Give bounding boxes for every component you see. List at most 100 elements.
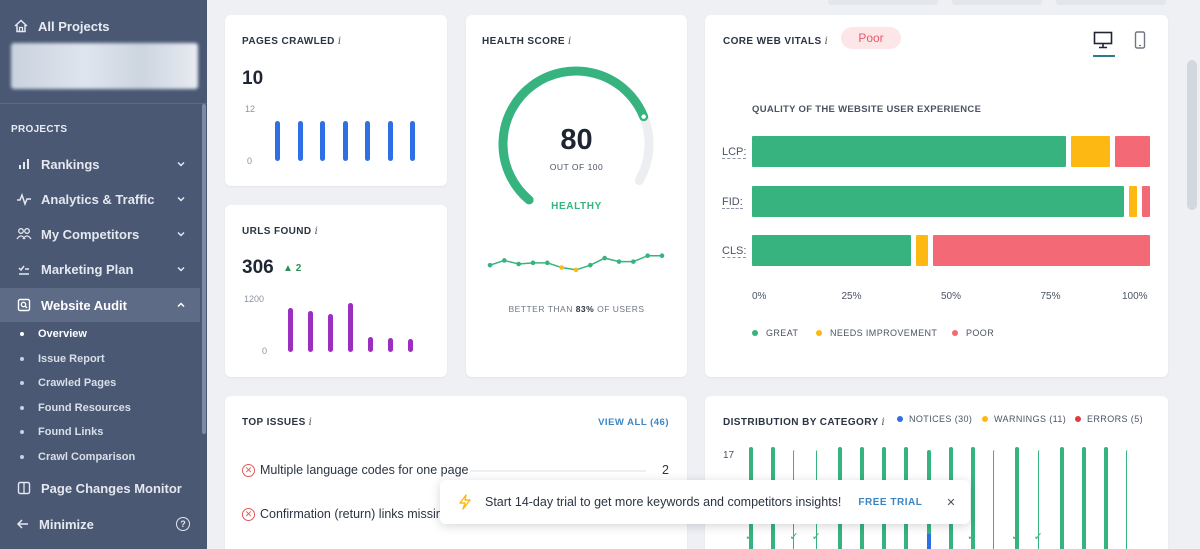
chart-bar[interactable] bbox=[320, 121, 325, 161]
top-issues-title: TOP ISSUES i bbox=[242, 417, 312, 428]
stacked-bar-segment[interactable] bbox=[752, 136, 1067, 167]
stacked-bar-segment[interactable] bbox=[1115, 136, 1150, 167]
pulse-icon bbox=[16, 191, 32, 207]
chart-bar[interactable] bbox=[297, 121, 303, 161]
issue-row[interactable]: ✕ Multiple language codes for one page bbox=[242, 463, 468, 477]
triangle-up-icon: ▲ bbox=[283, 263, 293, 274]
sidebar-item-rankings[interactable]: Rankings bbox=[0, 147, 200, 181]
info-icon[interactable]: i bbox=[881, 417, 886, 428]
card-title-text: URLS FOUND bbox=[242, 226, 312, 237]
toolbar-strip bbox=[952, 0, 1042, 5]
trend-point[interactable] bbox=[659, 253, 665, 259]
sidebar-item-page-changes[interactable]: Page Changes Monitor bbox=[0, 471, 200, 505]
bar-chart-icon bbox=[16, 156, 32, 172]
sidebar-subitem-issue-report[interactable]: Issue Report bbox=[20, 353, 105, 365]
close-icon[interactable]: ✕ bbox=[946, 496, 956, 509]
check-icon: ✓ bbox=[1033, 531, 1043, 543]
trend-point[interactable] bbox=[545, 260, 550, 266]
category-label: FID: bbox=[722, 196, 743, 209]
check-icon: ✓ bbox=[811, 531, 821, 543]
chart-bar[interactable] bbox=[342, 121, 348, 161]
legend-item-great: GREAT bbox=[752, 328, 798, 338]
sidebar-item-label: Page Changes Monitor bbox=[41, 480, 182, 496]
info-icon[interactable]: i bbox=[567, 36, 572, 47]
distribution-bar[interactable] bbox=[1015, 447, 1020, 549]
sidebar-subitem-crawled-pages[interactable]: Crawled Pages bbox=[20, 377, 116, 389]
stacked-bar-segment[interactable] bbox=[752, 186, 1125, 217]
sidebar-item-analytics[interactable]: Analytics & Traffic bbox=[0, 182, 200, 216]
chevron-down-icon bbox=[177, 266, 185, 272]
info-icon[interactable]: i bbox=[824, 36, 829, 47]
distribution-bar[interactable] bbox=[1104, 447, 1109, 549]
sidebar-subitem-crawl-comparison[interactable]: Crawl Comparison bbox=[20, 451, 135, 463]
chart-bar[interactable] bbox=[288, 307, 293, 352]
distribution-bar[interactable] bbox=[1082, 447, 1086, 549]
stacked-bar-segment[interactable] bbox=[1129, 186, 1138, 217]
trend-point[interactable] bbox=[616, 259, 622, 264]
trend-point[interactable] bbox=[645, 253, 650, 259]
chart-bar[interactable] bbox=[410, 121, 415, 161]
sidebar-subitem-overview[interactable]: Overview bbox=[20, 328, 87, 340]
trend-point[interactable] bbox=[559, 265, 564, 270]
legend-item-needs-improvement: NEEDS IMPROVEMENT bbox=[816, 328, 937, 338]
desktop-tab[interactable] bbox=[1093, 31, 1115, 57]
chart-bar[interactable] bbox=[348, 303, 353, 352]
legend-label: GREAT bbox=[766, 328, 799, 338]
stacked-bar-segment[interactable] bbox=[916, 235, 928, 266]
x-tick-label: 25% bbox=[841, 291, 862, 302]
mobile-tab[interactable] bbox=[1134, 31, 1148, 53]
sidebar-scrollbar[interactable] bbox=[202, 104, 206, 434]
health-gauge bbox=[498, 66, 654, 205]
chart-bar[interactable] bbox=[308, 310, 313, 352]
chart-bar[interactable] bbox=[408, 338, 413, 352]
stacked-bar-segment[interactable] bbox=[1142, 186, 1150, 217]
sidebar-subitem-found-links[interactable]: Found Links bbox=[20, 426, 103, 438]
better-value: 83% bbox=[575, 304, 595, 314]
chart-bar[interactable] bbox=[328, 314, 333, 352]
sidebar-item-marketing-plan[interactable]: Marketing Plan bbox=[0, 252, 200, 286]
trend-point[interactable] bbox=[602, 255, 607, 261]
chart-bar[interactable] bbox=[368, 337, 373, 352]
info-icon[interactable]: i bbox=[314, 226, 319, 237]
page-scrollbar[interactable] bbox=[1187, 60, 1197, 210]
sidebar-item-label: Marketing Plan bbox=[41, 261, 134, 277]
sidebar-item-label: My Competitors bbox=[41, 226, 140, 242]
minimize-label: Minimize bbox=[39, 516, 94, 532]
urls-found-delta: ▲ 2 bbox=[283, 263, 301, 274]
distribution-bar[interactable] bbox=[1126, 450, 1130, 549]
chart-bar[interactable] bbox=[387, 121, 393, 161]
trend-point[interactable] bbox=[516, 261, 521, 267]
sidebar-item-competitors[interactable]: My Competitors bbox=[0, 217, 200, 251]
minimize-button[interactable]: Minimize ? bbox=[0, 509, 207, 539]
sidebar-subitem-found-resources[interactable]: Found Resources bbox=[20, 402, 131, 414]
view-all-link[interactable]: VIEW ALL (46) bbox=[598, 417, 669, 428]
sidebar-item-website-audit[interactable]: Website Audit bbox=[0, 288, 200, 322]
trend-point[interactable] bbox=[530, 260, 536, 266]
trend-point[interactable] bbox=[487, 262, 493, 268]
distribution-bar[interactable] bbox=[993, 450, 997, 549]
info-icon[interactable]: i bbox=[308, 417, 313, 428]
y-axis-min: 0 bbox=[262, 346, 268, 356]
distribution-bar[interactable] bbox=[1059, 447, 1064, 549]
trend-point[interactable] bbox=[588, 262, 593, 268]
distribution-bar[interactable] bbox=[971, 447, 975, 549]
stacked-bar-segment[interactable] bbox=[752, 235, 912, 266]
help-icon[interactable]: ? bbox=[176, 517, 190, 531]
trend-point[interactable] bbox=[631, 259, 636, 264]
distribution-bar[interactable] bbox=[1037, 450, 1042, 549]
chart-bar[interactable] bbox=[275, 121, 280, 161]
trend-point[interactable] bbox=[502, 258, 507, 263]
bullet-icon bbox=[20, 357, 24, 361]
info-icon[interactable]: i bbox=[337, 36, 342, 47]
project-selector[interactable] bbox=[11, 43, 198, 89]
all-projects-link[interactable]: All Projects bbox=[0, 10, 207, 42]
chart-bar[interactable] bbox=[365, 121, 370, 161]
chart-bar[interactable] bbox=[388, 337, 393, 352]
issue-row[interactable]: ✕ Confirmation (return) links missing bbox=[242, 507, 450, 521]
stacked-bar-segment[interactable] bbox=[1071, 136, 1111, 167]
trend-point[interactable] bbox=[573, 267, 579, 273]
legend-dot bbox=[897, 416, 903, 422]
stacked-bar-segment[interactable] bbox=[932, 235, 1150, 266]
health-score-value: 80 bbox=[560, 124, 593, 156]
free-trial-button[interactable]: FREE TRIAL bbox=[858, 496, 923, 508]
